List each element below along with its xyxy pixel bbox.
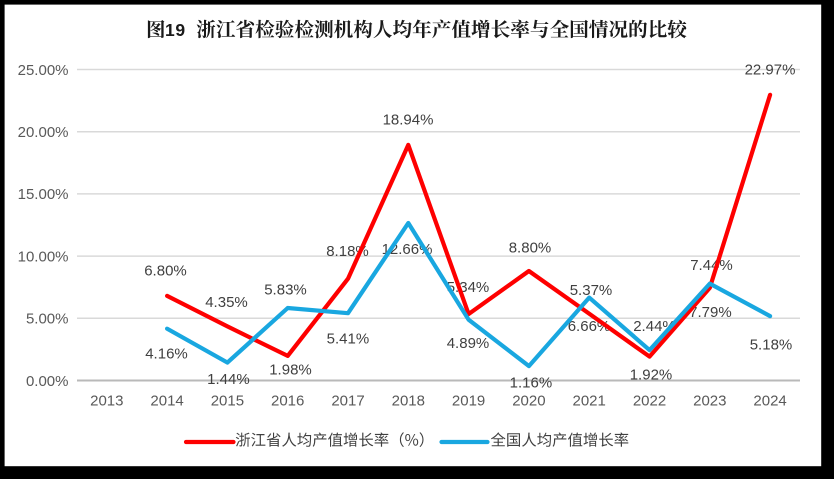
svg-text:5.41%: 5.41% <box>327 331 370 348</box>
svg-text:2020: 2020 <box>512 393 545 410</box>
svg-text:2021: 2021 <box>573 393 606 410</box>
svg-text:4.89%: 4.89% <box>447 335 490 352</box>
svg-text:5.83%: 5.83% <box>264 281 307 298</box>
svg-text:0.00%: 0.00% <box>26 373 69 390</box>
svg-text:1.44%: 1.44% <box>207 371 250 388</box>
svg-text:2022: 2022 <box>633 393 666 410</box>
svg-text:1.98%: 1.98% <box>269 361 312 378</box>
svg-text:10.00%: 10.00% <box>18 248 69 265</box>
svg-text:25.00%: 25.00% <box>18 62 69 79</box>
svg-text:2014: 2014 <box>150 393 183 410</box>
svg-text:8.80%: 8.80% <box>509 239 552 256</box>
svg-text:22.97%: 22.97% <box>745 61 796 78</box>
svg-text:4.35%: 4.35% <box>205 294 248 311</box>
svg-text:7.79%: 7.79% <box>689 304 732 321</box>
svg-text:2016: 2016 <box>271 393 304 410</box>
svg-text:2024: 2024 <box>753 393 786 410</box>
svg-text:2023: 2023 <box>693 393 726 410</box>
svg-text:5.18%: 5.18% <box>750 337 793 354</box>
svg-text:1.16%: 1.16% <box>510 374 553 391</box>
svg-text:15.00%: 15.00% <box>18 186 69 203</box>
svg-text:20.00%: 20.00% <box>18 124 69 141</box>
svg-text:2018: 2018 <box>392 393 425 410</box>
svg-text:5.37%: 5.37% <box>570 282 613 299</box>
svg-text:2019: 2019 <box>452 393 485 410</box>
svg-text:5.00%: 5.00% <box>26 311 69 328</box>
svg-text:2013: 2013 <box>90 393 123 410</box>
svg-text:7.44%: 7.44% <box>690 257 733 274</box>
svg-text:1.92%: 1.92% <box>630 366 673 383</box>
svg-text:2017: 2017 <box>331 393 364 410</box>
svg-text:4.16%: 4.16% <box>145 345 188 362</box>
svg-text:19: 19 <box>165 20 186 40</box>
svg-text:6.80%: 6.80% <box>144 262 187 279</box>
svg-text:18.94%: 18.94% <box>383 111 434 128</box>
svg-text:2015: 2015 <box>211 393 244 410</box>
